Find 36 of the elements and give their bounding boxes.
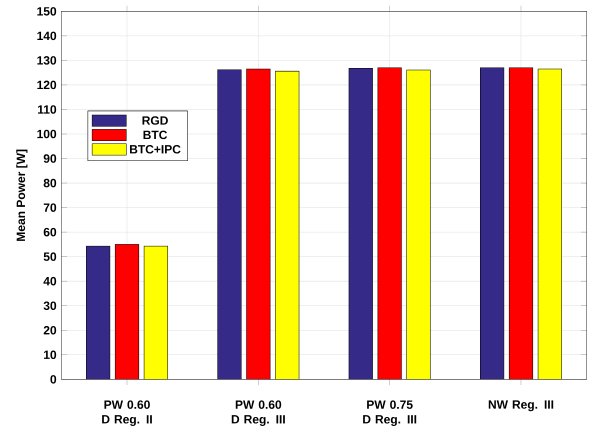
bar [114,244,140,380]
bar [275,70,300,380]
y-tick-label: 20 [44,326,56,335]
y-tick-label: 90 [44,154,56,163]
y-tick-label: 110 [38,105,56,114]
bar [378,67,402,380]
legend-label: BTC+IPC [130,145,181,154]
y-tick-label: 70 [44,203,56,212]
y-tick-label: 150 [37,7,56,16]
x-tick-label: PW 0.60 D Reg. II [102,400,152,426]
x-tick-label: NW Reg. III [488,400,554,412]
y-tick-label: 0 [50,375,56,384]
x-tick-label: PW 0.60 D Reg. III [232,400,285,426]
y-tick-label: 50 [44,252,56,261]
legend-label: RGD [142,116,168,125]
x-tick-label: PW 0.75 D Reg. III [363,400,416,426]
y-tick-label: 120 [37,80,56,90]
bar [508,67,534,380]
bar [538,68,562,380]
y-tick-label: 140 [37,32,56,40]
bar [144,246,168,380]
legend-label: BTC [144,130,168,140]
bar [348,68,373,380]
bar [246,68,270,380]
y-tick-label: 10 [44,350,56,360]
y-axis-title: Mean Power [W] [16,150,28,241]
bar [86,246,110,380]
bar [217,69,242,380]
y-tick-label: 80 [44,178,56,188]
y-tick-label: 30 [44,301,56,310]
bar [480,67,504,380]
y-tick-label: 100 [37,130,56,138]
y-tick-label: 60 [44,228,56,236]
bar [406,70,431,380]
y-tick-label: 40 [43,276,56,286]
y-tick-label: 130 [37,56,56,65]
